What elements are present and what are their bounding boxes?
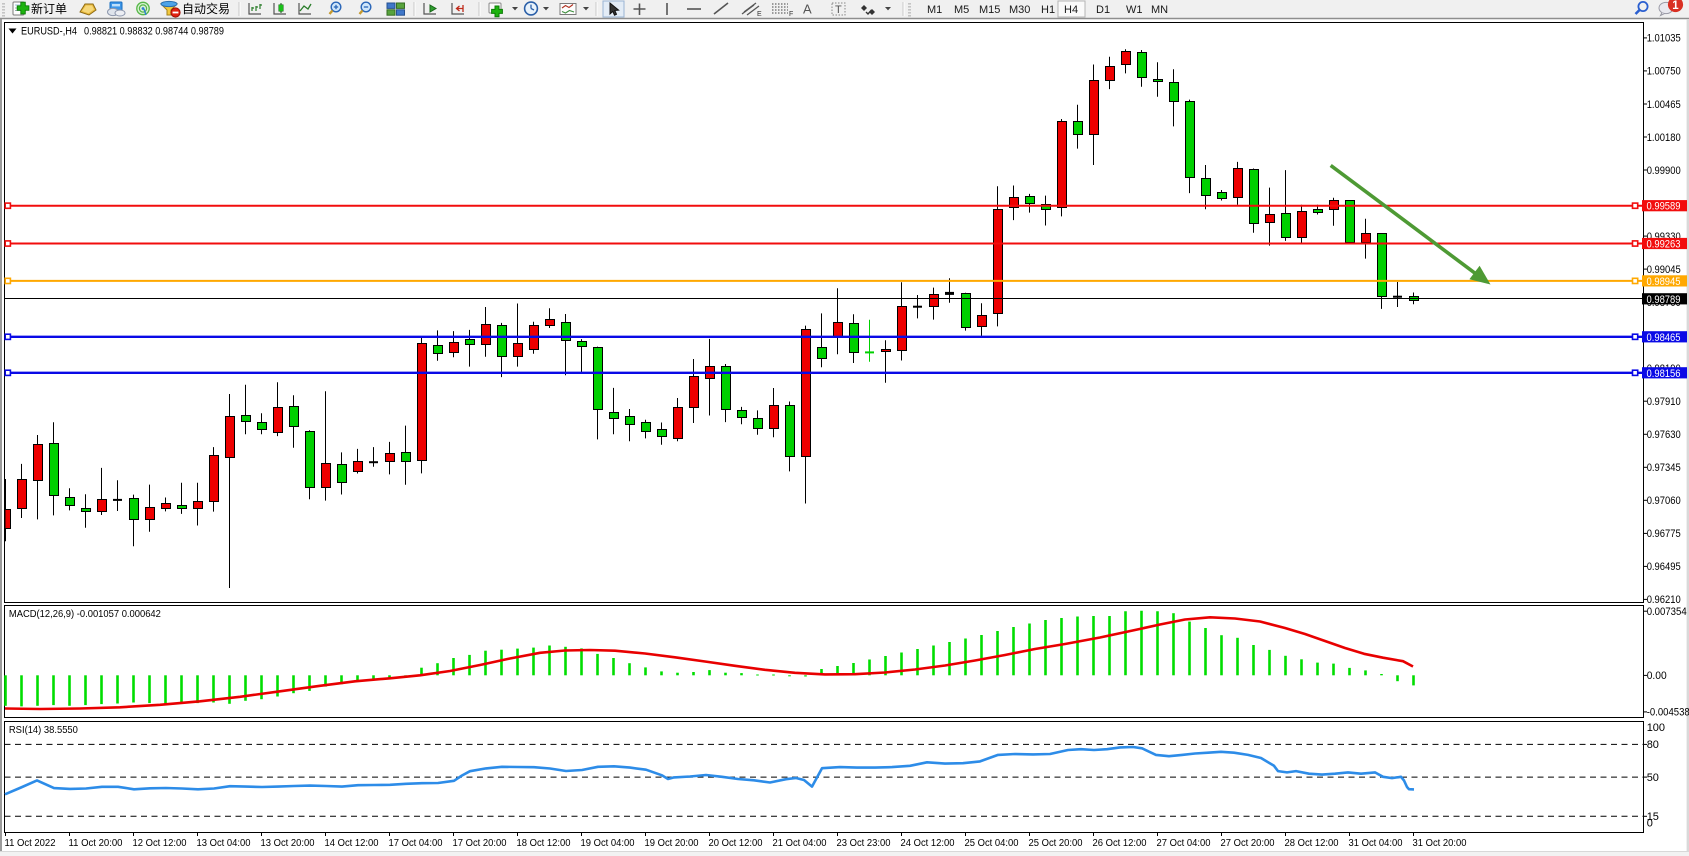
- svg-text:0.97630: 0.97630: [1647, 429, 1681, 441]
- svg-text:50: 50: [1647, 772, 1659, 784]
- svg-text:1.00180: 1.00180: [1647, 132, 1681, 144]
- svg-text:H4: H4: [1064, 4, 1078, 16]
- svg-text:0.98789: 0.98789: [1647, 294, 1681, 306]
- svg-text:13 Oct 20:00: 13 Oct 20:00: [261, 838, 315, 849]
- svg-text:0.99589: 0.99589: [1647, 201, 1681, 213]
- svg-text:A: A: [803, 2, 812, 17]
- svg-text:27 Oct 04:00: 27 Oct 04:00: [1157, 838, 1211, 849]
- svg-text:0.97910: 0.97910: [1647, 396, 1681, 408]
- svg-text:自动交易: 自动交易: [182, 1, 230, 16]
- svg-text:27 Oct 20:00: 27 Oct 20:00: [1221, 838, 1275, 849]
- svg-text:M1: M1: [927, 4, 942, 16]
- svg-text:17 Oct 04:00: 17 Oct 04:00: [389, 838, 443, 849]
- svg-text:-0.004538: -0.004538: [1647, 707, 1689, 719]
- svg-text:31 Oct 04:00: 31 Oct 04:00: [1349, 838, 1403, 849]
- svg-text:0.98945: 0.98945: [1647, 276, 1681, 288]
- svg-text:新订单: 新订单: [31, 1, 67, 16]
- svg-text:25 Oct 20:00: 25 Oct 20:00: [1029, 838, 1083, 849]
- svg-text:0.98465: 0.98465: [1647, 332, 1681, 344]
- svg-text:12 Oct 12:00: 12 Oct 12:00: [133, 838, 187, 849]
- svg-text:W1: W1: [1126, 4, 1143, 16]
- svg-text:17 Oct 20:00: 17 Oct 20:00: [453, 838, 507, 849]
- svg-text:0.96210: 0.96210: [1647, 594, 1681, 606]
- svg-text:M30: M30: [1009, 4, 1030, 16]
- svg-text:H1: H1: [1041, 4, 1055, 16]
- svg-text:T: T: [835, 4, 842, 16]
- svg-text:13 Oct 04:00: 13 Oct 04:00: [197, 838, 251, 849]
- svg-text:21 Oct 04:00: 21 Oct 04:00: [773, 838, 827, 849]
- svg-text:0.00: 0.00: [1647, 670, 1667, 682]
- svg-text:M15: M15: [979, 4, 1000, 16]
- svg-text:RSI(14) 38.5550: RSI(14) 38.5550: [9, 724, 78, 736]
- svg-text:MN: MN: [1151, 4, 1168, 16]
- svg-text:25 Oct 04:00: 25 Oct 04:00: [965, 838, 1019, 849]
- svg-text:0: 0: [1647, 818, 1653, 830]
- svg-text:80: 80: [1647, 739, 1659, 751]
- svg-text:20 Oct 12:00: 20 Oct 12:00: [709, 838, 763, 849]
- svg-text:1.00750: 1.00750: [1647, 66, 1681, 78]
- svg-text:1.01035: 1.01035: [1647, 33, 1681, 45]
- svg-text:0.99045: 0.99045: [1647, 264, 1681, 276]
- svg-text:19 Oct 20:00: 19 Oct 20:00: [645, 838, 699, 849]
- svg-text:0.98156: 0.98156: [1647, 368, 1681, 380]
- svg-text:0.99900: 0.99900: [1647, 165, 1681, 177]
- svg-text:D1: D1: [1096, 4, 1110, 16]
- svg-text:0.97345: 0.97345: [1647, 462, 1681, 474]
- svg-text:0.99263: 0.99263: [1647, 239, 1681, 251]
- svg-text:11 Oct 2022: 11 Oct 2022: [5, 838, 56, 849]
- svg-text:MACD(12,26,9) -0.001057 0.0006: MACD(12,26,9) -0.001057 0.000642: [9, 608, 161, 620]
- svg-text:19 Oct 04:00: 19 Oct 04:00: [581, 838, 635, 849]
- svg-text:0.96775: 0.96775: [1647, 528, 1681, 540]
- svg-text:26 Oct 12:00: 26 Oct 12:00: [1093, 838, 1147, 849]
- svg-text:15: 15: [1647, 811, 1659, 823]
- svg-text:14 Oct 12:00: 14 Oct 12:00: [325, 838, 379, 849]
- svg-text:31 Oct 20:00: 31 Oct 20:00: [1413, 838, 1467, 849]
- svg-text:0.96495: 0.96495: [1647, 561, 1681, 573]
- svg-text:0.007354: 0.007354: [1647, 606, 1687, 618]
- svg-text:E: E: [757, 11, 762, 18]
- svg-text:23 Oct 23:00: 23 Oct 23:00: [837, 838, 891, 849]
- svg-text:28 Oct 12:00: 28 Oct 12:00: [1285, 838, 1339, 849]
- svg-text:11 Oct 20:00: 11 Oct 20:00: [69, 838, 123, 849]
- svg-text:EURUSD-,H4 0.98821 0.98832 0.: EURUSD-,H4 0.98821 0.98832 0.98744 0.987…: [21, 26, 224, 38]
- svg-text:24 Oct 12:00: 24 Oct 12:00: [901, 838, 955, 849]
- svg-text:1: 1: [1672, 0, 1679, 12]
- svg-text:1.00465: 1.00465: [1647, 99, 1681, 111]
- svg-text:F: F: [789, 11, 793, 18]
- svg-text:100: 100: [1647, 722, 1665, 734]
- svg-text:0.97060: 0.97060: [1647, 495, 1681, 507]
- svg-text:M5: M5: [954, 4, 969, 16]
- svg-text:18 Oct 12:00: 18 Oct 12:00: [517, 838, 571, 849]
